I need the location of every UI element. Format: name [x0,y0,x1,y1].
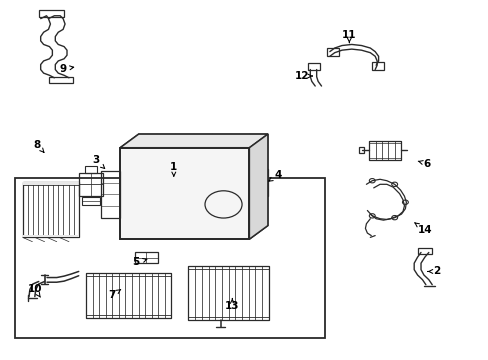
Bar [120,148,249,239]
Bar [307,63,320,69]
Bar [120,148,249,239]
Text: 8: 8 [34,140,44,152]
Text: 7: 7 [108,289,121,301]
Bar [120,148,249,239]
Bar [79,173,103,196]
Text: 4: 4 [268,170,282,181]
Polygon shape [120,134,267,148]
Bar [82,197,100,205]
Bar [371,62,383,69]
Text: 9: 9 [60,64,74,74]
Bar [22,182,79,237]
Bar [252,197,265,205]
Text: 5: 5 [132,257,146,267]
Bar [358,148,364,153]
Text: 3: 3 [92,155,104,168]
Text: 10: 10 [27,284,42,297]
Bar [417,248,431,253]
Bar [22,234,79,237]
Bar [250,169,267,196]
Text: 2: 2 [427,266,440,276]
Polygon shape [249,134,267,239]
Text: 11: 11 [342,30,356,42]
Bar [188,266,268,320]
Bar [135,252,158,263]
Bar [15,178,325,338]
Bar [86,273,171,318]
Bar [85,166,97,173]
Bar [327,48,338,56]
Text: 6: 6 [417,159,430,169]
Bar [368,140,400,160]
Bar [39,10,64,17]
Bar [22,182,79,185]
Bar [101,171,120,218]
Text: 14: 14 [414,223,431,235]
Text: 1: 1 [170,162,177,176]
Bar [120,148,249,239]
Bar [49,77,73,83]
Text: 12: 12 [294,71,311,81]
Text: 13: 13 [224,298,239,311]
